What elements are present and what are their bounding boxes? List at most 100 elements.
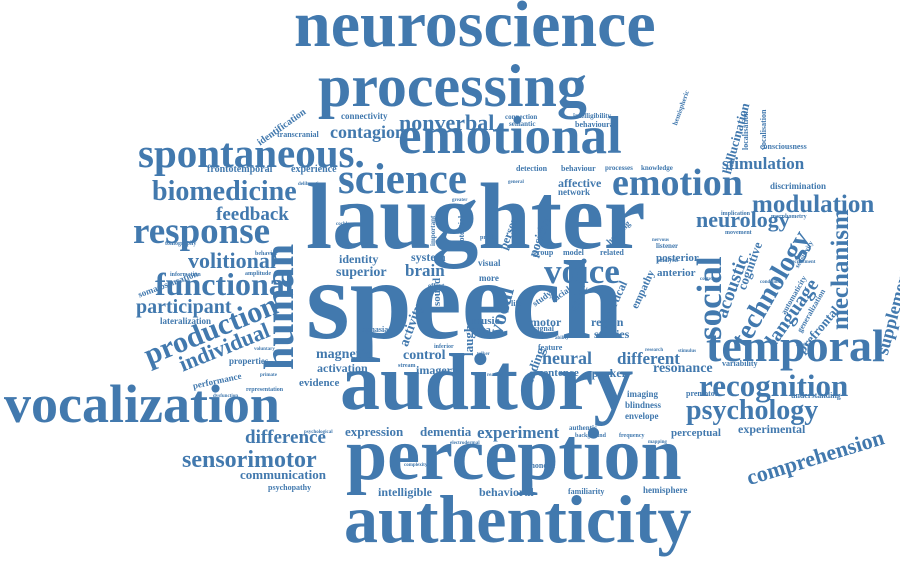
- word-ability: ability: [555, 336, 569, 341]
- word-volitional: volitional: [188, 248, 277, 273]
- word-life: life: [511, 299, 522, 308]
- word-consciousness: consciousness: [760, 142, 807, 151]
- word-recognition: recognition: [699, 368, 849, 403]
- word-dysfunction: dysfunction: [213, 394, 239, 399]
- word-processes: processes: [605, 164, 633, 172]
- word-visual: visual: [478, 258, 501, 268]
- word-vocalisation: vocalisation: [759, 109, 768, 150]
- word-hemisphere: hemisphere: [643, 485, 688, 495]
- word-behavioural: behavioural: [575, 120, 616, 129]
- word-identity: identity: [339, 252, 379, 266]
- word-authenticity: authenticity: [344, 481, 692, 557]
- word-feedback: feedback: [216, 204, 289, 225]
- word-vocalization: vocalization: [4, 374, 280, 434]
- word-biomedicine: biomedicine: [152, 176, 297, 207]
- word-stream: stream: [398, 363, 416, 369]
- word-magnetic: magnetic: [316, 347, 371, 362]
- word-variability: variability: [722, 359, 758, 368]
- word-emotional: emotional: [398, 107, 622, 165]
- word-speech: speech: [306, 239, 624, 363]
- word-complexity: complexity: [404, 463, 428, 468]
- word-system: system: [411, 250, 446, 264]
- word-nervous: nervous: [652, 238, 669, 243]
- word-communication: communication: [240, 467, 326, 482]
- word-brain: brain: [405, 261, 445, 280]
- word-speaker: speaker: [587, 366, 627, 380]
- word-frequency: frequency: [619, 433, 645, 439]
- word-voluntary: voluntary: [254, 347, 275, 352]
- word-information: information: [170, 272, 201, 278]
- word-signal: signal: [534, 324, 555, 333]
- word-processing: processing: [318, 53, 587, 119]
- word-hemispheric: hemispheric: [671, 89, 692, 127]
- word-behavioral: behavioral: [479, 485, 534, 499]
- word-understanding: understanding: [791, 391, 841, 400]
- word-network: network: [558, 187, 590, 197]
- word-premotor: premotor: [686, 389, 719, 398]
- word-background: background: [575, 433, 606, 439]
- word-tomography: tomography: [165, 241, 197, 247]
- word-imagery: imagery: [416, 363, 458, 377]
- word-connectivity: connectivity: [341, 111, 388, 121]
- word-perceptual: perceptual: [671, 427, 721, 439]
- word-inferior: inferior: [434, 344, 454, 350]
- word-implication: implication: [721, 211, 751, 217]
- word-behavior: behavior: [255, 251, 278, 257]
- word-important: important: [429, 215, 437, 246]
- word-recruitment: recruitment: [790, 260, 816, 265]
- word-activation: activation: [317, 361, 368, 375]
- word-contagion: contagion: [330, 122, 406, 142]
- word-superior: superior: [336, 265, 387, 280]
- word-feature: feature: [538, 343, 563, 352]
- word-research: research: [645, 348, 664, 353]
- word-music: music: [472, 315, 500, 327]
- word-voice: voice: [544, 252, 620, 291]
- word-spontaneous: spontaneous.: [138, 130, 365, 176]
- word-movement: movement: [725, 230, 752, 236]
- word-motor: motor: [530, 315, 562, 329]
- word-electrodermal: electrodermal: [450, 441, 480, 446]
- word-response: response: [133, 211, 271, 252]
- word-experience: experience: [291, 164, 337, 175]
- word-familiarity: familiarity: [568, 487, 605, 496]
- word-control: control: [403, 348, 446, 363]
- word-frontotemporal: frontotemporal: [207, 164, 273, 175]
- word-morphometry: morphometry: [771, 214, 807, 220]
- word-female: female: [378, 287, 393, 292]
- word-area: area: [472, 325, 491, 336]
- word-mapping: mapping: [648, 440, 667, 445]
- word-phonetic: phonetic: [526, 461, 556, 470]
- word-effect: effect: [428, 282, 445, 290]
- word-potential: potential: [457, 215, 466, 246]
- word-evidence: evidence: [299, 377, 340, 389]
- word-neuroscience: neuroscience: [294, 0, 656, 61]
- word-talker: talker: [477, 352, 490, 357]
- word-stimulus: stimulus: [678, 349, 697, 354]
- word-deliberation: deliberation: [298, 182, 324, 187]
- word-profile: profile: [480, 235, 497, 241]
- word-sensorimotor: sensorimotor: [182, 447, 317, 473]
- word-functional: functional: [155, 266, 294, 302]
- word-neural: neural: [542, 348, 593, 368]
- word-studies: studies: [594, 327, 630, 341]
- word-nonverbal: nonverbal: [399, 110, 495, 135]
- word-stimulation: stimulation: [722, 154, 805, 173]
- word-different: different: [617, 349, 680, 368]
- word-primate: primate: [260, 373, 277, 378]
- word-lateralization: lateralization: [160, 316, 211, 326]
- word-listener: listener: [656, 242, 679, 250]
- word-implicit: implicit: [796, 343, 813, 348]
- word-psychological: psychological: [304, 430, 333, 435]
- word-experiment: experiment: [477, 423, 560, 442]
- word-semantic: semantic: [509, 120, 536, 128]
- word-modulation: modulation: [752, 191, 875, 218]
- word-difference: difference: [245, 427, 326, 448]
- word-imaging: imaging: [627, 389, 659, 399]
- word-posterior: posterior: [656, 252, 699, 264]
- word-anterior: anterior: [657, 267, 696, 279]
- word-more: more: [479, 273, 499, 283]
- word-transcranial: transcranial: [277, 130, 319, 139]
- word-authentic: authentic: [569, 424, 597, 432]
- word-participant: participant: [136, 296, 232, 318]
